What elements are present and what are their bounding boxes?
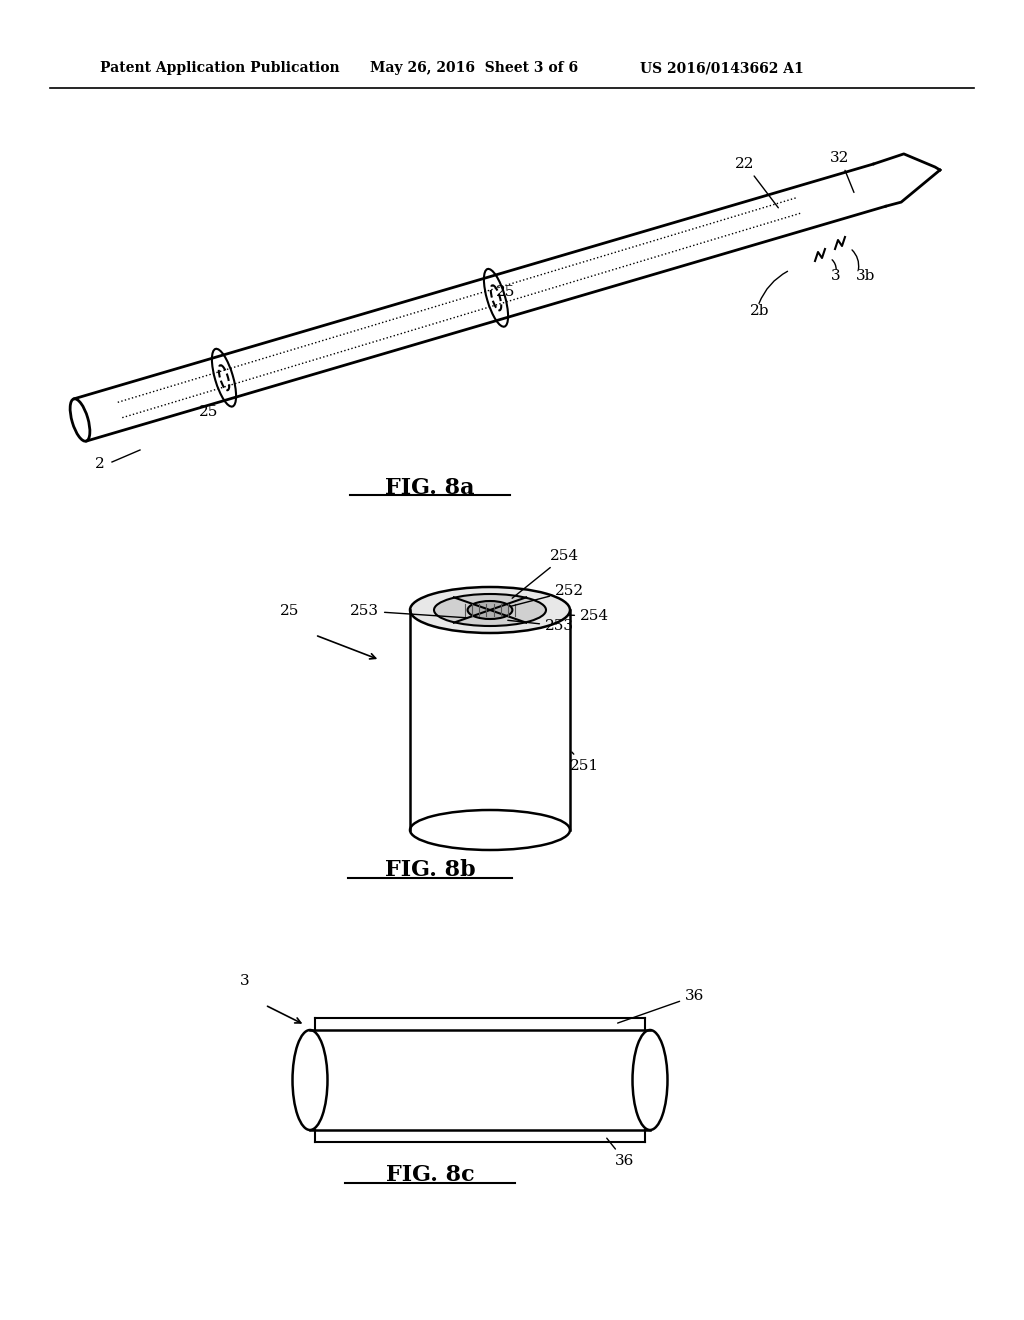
Text: 36: 36: [617, 989, 705, 1023]
Ellipse shape: [434, 594, 546, 626]
Text: 25: 25: [497, 285, 516, 298]
Text: FIG. 8a: FIG. 8a: [385, 477, 475, 499]
Text: 253: 253: [508, 619, 574, 634]
Ellipse shape: [468, 601, 512, 619]
Text: 22: 22: [735, 157, 778, 207]
Text: May 26, 2016  Sheet 3 of 6: May 26, 2016 Sheet 3 of 6: [370, 61, 579, 75]
Text: 254: 254: [567, 609, 609, 623]
Text: FIG. 8b: FIG. 8b: [385, 859, 475, 880]
Text: 3: 3: [831, 269, 841, 282]
Text: FIG. 8c: FIG. 8c: [386, 1164, 474, 1185]
Text: 2b: 2b: [751, 304, 770, 318]
Text: 252: 252: [511, 583, 584, 606]
Ellipse shape: [293, 1030, 328, 1130]
Text: 25: 25: [281, 605, 300, 618]
Ellipse shape: [633, 1030, 668, 1130]
Text: 32: 32: [830, 150, 854, 193]
Text: 36: 36: [607, 1138, 635, 1168]
Text: 3: 3: [241, 974, 250, 987]
Text: 3b: 3b: [856, 269, 876, 282]
Text: 251: 251: [570, 752, 599, 774]
Text: 253: 253: [350, 605, 467, 618]
Text: 25: 25: [200, 405, 219, 418]
Text: 2: 2: [95, 457, 104, 471]
Text: Patent Application Publication: Patent Application Publication: [100, 61, 340, 75]
Text: US 2016/0143662 A1: US 2016/0143662 A1: [640, 61, 804, 75]
Text: 254: 254: [512, 549, 580, 598]
Ellipse shape: [410, 587, 570, 634]
